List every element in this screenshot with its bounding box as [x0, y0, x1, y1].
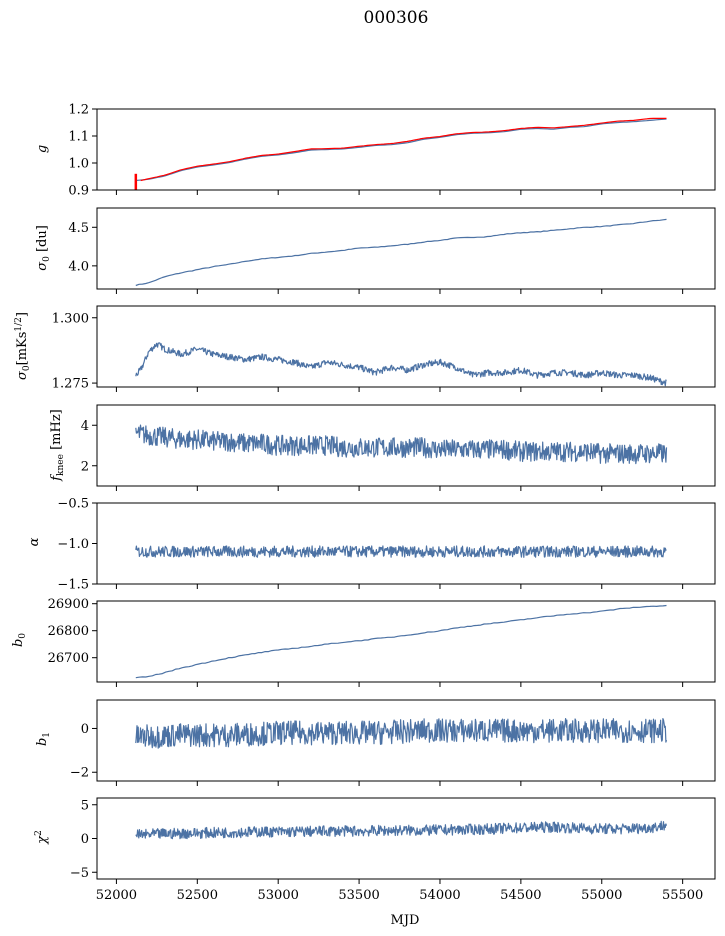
y-tick-label: 0 [81, 832, 89, 847]
series-line [135, 218, 667, 287]
panel-sigma0-du: σ0 [du] 4.0 4.5 [35, 207, 716, 294]
series-line [135, 545, 667, 558]
y-tick-label: 2 [81, 459, 89, 474]
x-tick-label: 54500 [500, 888, 541, 903]
panel-chi2: χ2 −5 0 5 52000 52500 53000 53500 54000 54500 550… [34, 797, 716, 903]
figure-title: 000306 [364, 8, 429, 28]
x-tick-label: 52000 [96, 888, 137, 903]
y-tick-label: 5 [81, 798, 89, 813]
panel-sigma0-mks: σ0[mKs1/2] 1.275 1.300 [14, 305, 716, 392]
y-axis-label-g: g [35, 145, 50, 153]
y-axis-label-fknee: fknee [mHz] [49, 409, 66, 482]
x-tick-label: 55500 [662, 888, 703, 903]
axes-frame [96, 108, 716, 191]
x-tick-label: 55000 [581, 888, 622, 903]
y-tick-label: −1.0 [57, 537, 89, 552]
y-tick-label: 26700 [48, 651, 89, 666]
series-line [140, 117, 667, 182]
y-tick-label: 1.2 [68, 103, 89, 118]
axes-frame [96, 797, 716, 880]
y-tick-label: −1.5 [57, 578, 89, 593]
y-tick-label: 1.300 [52, 311, 89, 326]
series-line [135, 424, 668, 465]
series-line [135, 342, 667, 387]
panel-fknee: fknee [mHz] 2 4 [49, 404, 716, 491]
y-axis-label-sigma0-du: σ0 [du] [35, 225, 52, 271]
x-axis-label: MJD [391, 913, 420, 928]
axes-frame [96, 207, 716, 290]
series-line [135, 604, 667, 679]
x-tick-label: 54000 [419, 888, 460, 903]
axes-frame [96, 699, 716, 782]
y-tick-label: 1.1 [68, 130, 89, 145]
panel-b0: b0 26700 26800 26900 [11, 597, 716, 687]
y-tick-label: −2 [70, 766, 89, 781]
y-axis-label-sigma0-mks: σ0[mKs1/2] [14, 312, 32, 380]
x-tick-label: 53000 [258, 888, 299, 903]
axes-frame [96, 404, 716, 487]
axes-frame [96, 502, 716, 585]
x-tick-label: 53500 [338, 888, 379, 903]
panel-alpha: α −1.5 −1.0 −0.5 [27, 497, 716, 593]
y-tick-label: 1.275 [52, 377, 89, 392]
y-axis-label-alpha: α [27, 537, 42, 546]
y-tick-label: 0 [81, 722, 89, 737]
y-axis-label-b1: b1 [35, 732, 52, 746]
panel-b1: b1 −2 0 [35, 699, 716, 786]
series-line [135, 717, 668, 749]
axes-frame [96, 600, 716, 683]
y-tick-label: 26900 [48, 597, 89, 612]
y-tick-label: 26800 [48, 624, 89, 639]
y-tick-label: −5 [70, 866, 89, 881]
y-tick-label: −0.5 [57, 497, 89, 512]
axes-frame [96, 305, 716, 388]
y-axis-label-b0: b0 [11, 633, 28, 647]
y-tick-label: 0.9 [68, 184, 89, 199]
y-tick-label: 1.0 [68, 157, 89, 172]
panel-g: g 0.9 1.0 1.1 1.2 [35, 103, 716, 199]
y-tick-label: 4.5 [68, 221, 89, 236]
series-line [135, 820, 668, 840]
y-tick-label: 4.0 [68, 259, 89, 274]
y-axis-label-chi2: χ2 [34, 830, 50, 845]
series-line [135, 118, 667, 182]
x-tick-label: 52500 [177, 888, 218, 903]
y-tick-label: 4 [81, 419, 89, 434]
